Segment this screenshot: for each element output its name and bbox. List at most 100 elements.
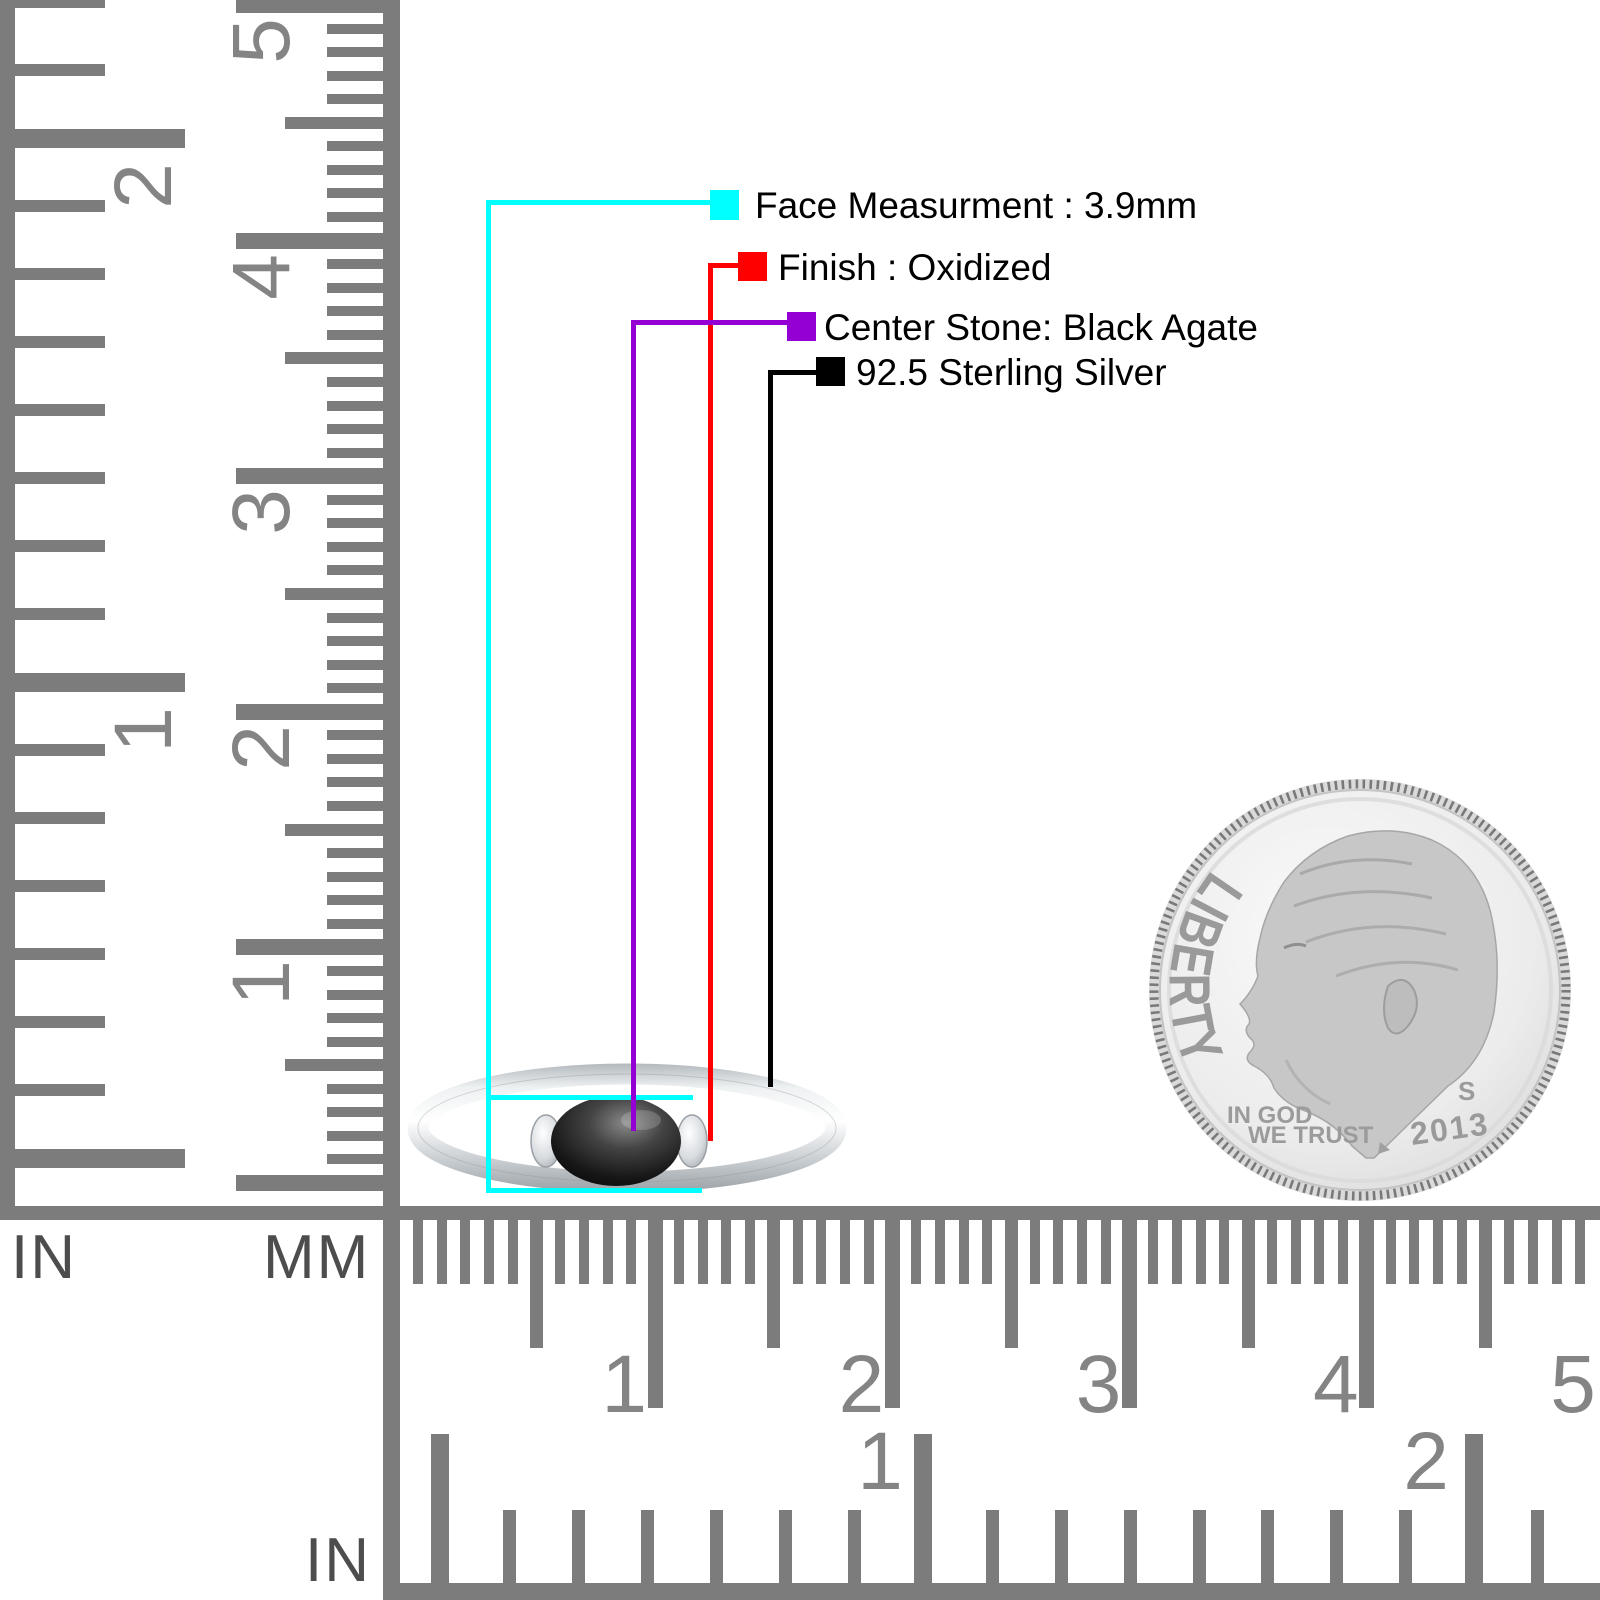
ruler-tick <box>1219 1220 1230 1284</box>
ruler-tick <box>911 1220 922 1284</box>
ruler-tick <box>15 608 105 620</box>
ruler-tick <box>327 730 383 741</box>
ruler-tick <box>413 1220 423 1284</box>
ruler-tick <box>285 823 383 836</box>
ruler-tick <box>327 918 383 929</box>
ruler-tick <box>327 47 383 58</box>
bottom-inch-number: 2 <box>1403 1416 1449 1507</box>
bottom-cm-number: 4 <box>1312 1339 1359 1430</box>
ruler-tick <box>327 282 383 293</box>
bottom-inch-major-tick <box>1465 1434 1483 1583</box>
ruler-tick <box>327 895 383 906</box>
ruler-tick <box>327 518 383 529</box>
ruler-tick <box>327 1083 383 1094</box>
bottom-cm-number: 1 <box>601 1339 647 1430</box>
bottom-inch-minor-tick <box>778 1510 792 1583</box>
ruler-tick <box>327 494 383 505</box>
ruler-tick <box>327 1130 383 1141</box>
ruler-tick <box>1004 1220 1018 1348</box>
face-measurement-bracket-bottom <box>487 1188 702 1193</box>
ruler-tick <box>839 1220 850 1284</box>
ruler-tick <box>327 636 383 647</box>
ruler-tick <box>579 1220 590 1284</box>
ruler-tick <box>745 1220 756 1284</box>
ruler-tick <box>327 683 383 694</box>
ruler-tick <box>697 1220 708 1284</box>
ruler-tick <box>1195 1220 1206 1284</box>
ruler-tick <box>327 23 383 34</box>
ruler-tick <box>15 200 105 212</box>
ruler-tick <box>327 400 383 411</box>
finish-line-horizontal <box>708 263 740 268</box>
bottom-inch-minor-tick <box>985 1510 999 1583</box>
bottom-inch-major-tick <box>431 1434 449 1583</box>
ruler-tick <box>327 612 383 623</box>
ruler-tick <box>327 70 383 81</box>
bottom-cm-number: 2 <box>838 1339 885 1430</box>
bottom-inch-minor-tick <box>571 1510 585 1583</box>
ruler-tick <box>1551 1220 1562 1284</box>
face-measurement-line-vertical <box>486 200 491 1193</box>
ruler-tick <box>327 989 383 1000</box>
bottom-inch-minor-tick <box>709 1510 723 1583</box>
bottom-inch-minor-tick <box>1260 1510 1274 1583</box>
ruler-tick <box>484 1220 495 1284</box>
ruler-tick <box>626 1220 637 1284</box>
ruler-tick <box>327 424 383 435</box>
ruler-tick <box>327 94 383 105</box>
center-stone-label: Center Stone: Black Agate <box>824 307 1258 348</box>
center-stone-swatch <box>787 312 816 341</box>
ruler-tick <box>1478 1220 1492 1348</box>
ruler-tick <box>1148 1220 1159 1284</box>
horizontal-ruler-bar <box>0 1206 1600 1220</box>
ruler-tick <box>327 376 383 387</box>
face-measurement-swatch <box>710 190 739 220</box>
bottom-cm-number: 3 <box>1075 1339 1122 1430</box>
ruler-tick <box>958 1220 969 1284</box>
ruler-tick <box>1053 1220 1064 1284</box>
ruler-tick <box>15 1149 185 1168</box>
ruler-tick <box>530 1220 544 1348</box>
dime-motto-line1: IN GOD <box>1227 1102 1312 1129</box>
bottom-inch-number: 1 <box>857 1416 903 1507</box>
ruler-tick <box>327 329 383 340</box>
ruler-tick <box>982 1220 993 1284</box>
ruler-tick <box>15 812 105 824</box>
ruler-tick <box>1077 1220 1088 1284</box>
ruler-tick <box>1029 1220 1040 1284</box>
bottom-inch-minor-tick <box>1398 1510 1412 1583</box>
finish-line-vertical <box>708 263 713 1141</box>
ruler-tick <box>1266 1220 1277 1284</box>
ruler-tick <box>15 673 185 692</box>
bottom-inch-minor-tick <box>1192 1510 1206 1583</box>
ruler-tick <box>236 1175 383 1191</box>
ruler-tick <box>327 659 383 670</box>
ruler-tick <box>15 336 105 348</box>
ruler-tick <box>327 1107 383 1118</box>
ruler-tick <box>15 268 105 280</box>
ruler-tick <box>327 1036 383 1047</box>
ruler-tick <box>1409 1220 1420 1284</box>
bottom-inch-minor-tick <box>502 1510 516 1583</box>
ruler-tick <box>1385 1220 1396 1284</box>
ruler-tick <box>1122 1220 1138 1408</box>
ruler-tick <box>1290 1220 1301 1284</box>
roosevelt-portrait <box>1238 830 1498 1159</box>
ruler-tick <box>816 1220 827 1284</box>
finish-swatch <box>738 252 767 281</box>
ruler-tick <box>1456 1220 1467 1284</box>
bottom-inch-ruler-bar <box>383 1583 1600 1600</box>
ruler-tick <box>721 1220 732 1284</box>
dime-mint-mark: S <box>1458 1076 1475 1106</box>
ruler-tick <box>436 1220 447 1284</box>
ruler-tick <box>792 1220 803 1284</box>
ruler-tick <box>327 871 383 882</box>
ruler-tick <box>15 0 105 8</box>
ruler-tick <box>15 404 105 416</box>
ruler-tick <box>236 232 383 249</box>
ruler-tick <box>934 1220 945 1284</box>
face-measurement-label: Face Measurment : 3.9mm <box>755 185 1198 226</box>
ruler-tick <box>285 1059 383 1072</box>
bottom-inch-unit-label: IN <box>305 1526 371 1595</box>
metal-swatch <box>816 357 845 386</box>
